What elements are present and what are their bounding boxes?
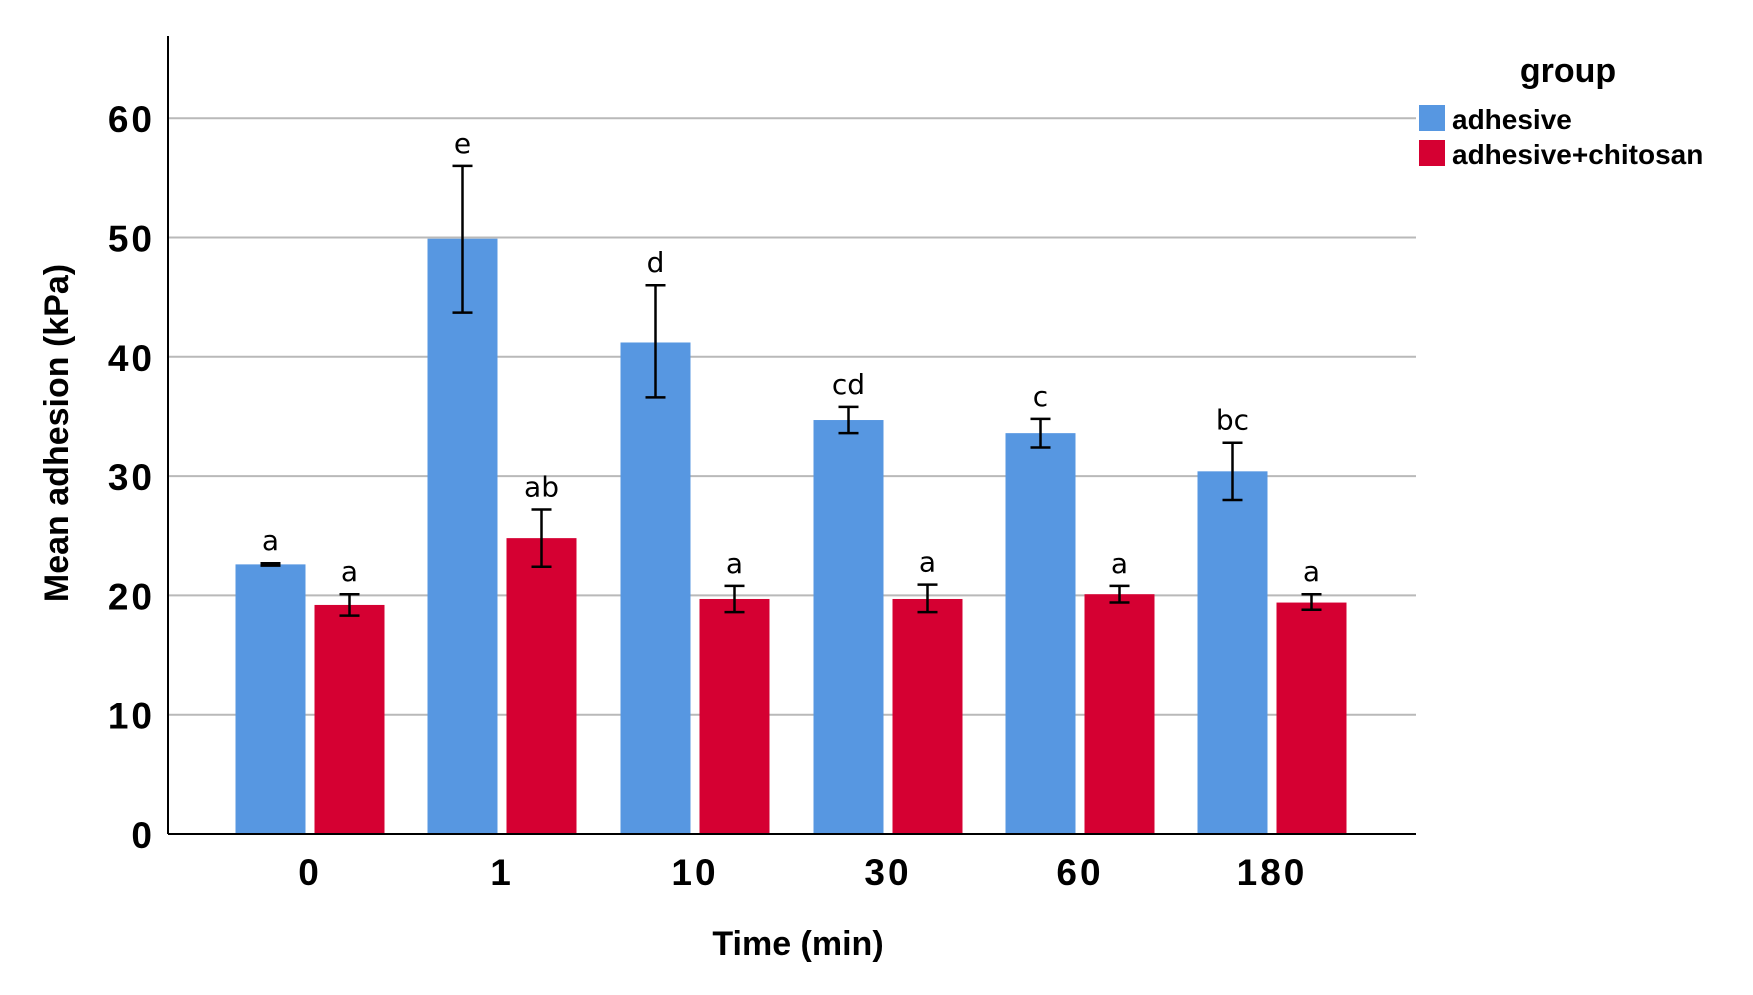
x-tick-10: 10 [671,852,718,893]
y-tick-50: 50 [108,219,155,260]
bar-adhesive-chitosan-10 [699,598,770,834]
error-bar-1-2 [724,584,745,614]
significance-label-1-3: a [919,546,936,579]
error-bar-0-5 [1222,441,1243,502]
error-bar-1-3 [917,583,938,614]
y-tick-60: 60 [108,99,155,140]
x-tick-30: 30 [864,852,911,893]
y-tick-10: 10 [108,696,155,737]
bar-adhesive-chitosan-0 [314,604,385,834]
legend-title: group [1520,52,1616,90]
significance-label-0-3: cd [832,368,865,401]
error-bar-0-4 [1030,417,1051,449]
legend-label-adhesive-chitosan: adhesive+chitosan [1452,139,1703,170]
significance-label-0-1: e [454,127,471,160]
legend-label-adhesive: adhesive [1452,104,1572,135]
y-tick-40: 40 [108,338,155,379]
error-bar-1-5 [1301,592,1322,611]
bar-adhesive-10 [620,342,691,834]
x-axis-title: Time (min) [712,925,883,963]
bar-adhesive-chitosan-1 [506,538,577,834]
significance-label-1-5: a [1303,555,1320,588]
x-tick-labels: 0 1 10 30 60 180 [298,852,1308,893]
error-bar-0-1 [452,164,473,314]
x-tick-60: 60 [1056,852,1103,893]
y-tick-labels: 0 10 20 30 40 50 60 [108,99,155,856]
bar-adhesive-180 [1197,471,1268,834]
y-tick-0: 0 [131,815,155,856]
error-bar-1-4 [1109,584,1130,604]
bar-adhesive-60 [1005,433,1076,834]
error-bar-0-0 [260,561,281,567]
x-tick-0: 0 [298,852,322,893]
bars [235,238,1347,834]
error-bar-0-2 [645,283,666,399]
significance-label-1-0: a [341,555,358,588]
error-bar-0-3 [838,405,859,435]
significance-label-0-0: a [262,524,279,557]
axes [167,36,1416,835]
y-tick-30: 30 [108,457,155,498]
significance-label-0-4: c [1033,380,1048,413]
error-bar-1-1 [531,508,552,569]
legend: group adhesive adhesive+chitosan [1419,52,1703,170]
error-bar-1-0 [339,592,360,617]
x-tick-1: 1 [490,852,514,893]
significance-label-0-5: bc [1216,404,1249,437]
bar-adhesive-chitosan-60 [1084,594,1155,834]
significance-label-0-2: d [647,246,665,279]
significance-labels: a e d cd c bc a ab a a a a [262,127,1320,588]
bar-adhesive-chitosan-30 [892,598,963,834]
y-axis-title: Mean adhesion (kPa) [38,264,76,602]
x-tick-180: 180 [1237,852,1308,893]
significance-label-1-1: ab [524,471,559,504]
bar-adhesive-chitosan-180 [1276,602,1347,834]
error-bars [260,164,1322,617]
y-tick-20: 20 [108,576,155,617]
significance-label-1-4: a [1111,547,1128,580]
bar-adhesive-0 [235,564,306,834]
bar-adhesive-30 [813,420,884,834]
legend-swatch-adhesive-chitosan [1419,140,1445,166]
legend-swatch-adhesive [1419,105,1445,131]
significance-label-1-2: a [726,547,743,580]
bar-adhesive-1 [427,238,498,834]
